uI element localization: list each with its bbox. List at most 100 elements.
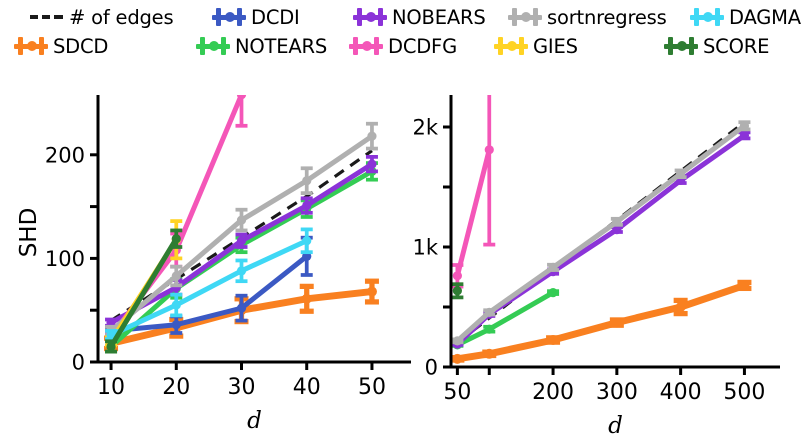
legend: # of edges DCDI NOBEARS sortnregress DAGMA SD… <box>0 0 806 64</box>
data-point-nobears <box>739 130 750 140</box>
data-point-dagma <box>302 236 312 246</box>
data-point-sortnregress <box>612 217 622 227</box>
legend-label: SDCD <box>53 34 109 58</box>
y-tick-label: 200 <box>45 143 85 167</box>
y-tick-label: 1k <box>412 236 438 260</box>
data-point-dagma <box>171 300 181 310</box>
legend-item-dcdi: DCDI <box>212 4 300 30</box>
series-line-dagma <box>108 238 310 338</box>
errorbar-marker-icon <box>196 35 230 57</box>
x-tick-label: 200 <box>532 380 574 405</box>
x-tick-label: 40 <box>293 375 321 400</box>
data-point-sdcd <box>548 335 559 345</box>
data-point-sortnregress <box>171 271 181 281</box>
data-point-dagma <box>106 330 116 340</box>
legend-label: sortnregress <box>547 5 667 29</box>
series-line-score <box>108 236 179 349</box>
legend-label: GIES <box>533 34 578 58</box>
errorbar-marker-icon <box>494 35 528 57</box>
data-point-sortnregress <box>367 131 377 141</box>
data-point-sdcd <box>452 353 463 364</box>
series-line-nobears <box>454 132 747 347</box>
x-tick-label: 10 <box>97 375 125 400</box>
legend-item-gies: GIES <box>494 33 578 59</box>
data-point-sortnregress <box>739 121 750 131</box>
data-point-sdcd <box>484 348 495 359</box>
data-point-nobears <box>367 159 377 169</box>
data-point-dcdfg <box>452 271 462 281</box>
legend-item-dcdfg: DCDFG <box>349 33 457 59</box>
legend-label: NOTEARS <box>235 34 328 58</box>
dashed-line-icon <box>30 6 64 28</box>
series-line-sortnregress <box>454 123 747 344</box>
x-tick-label: 30 <box>228 375 256 400</box>
legend-item-sortnregress: sortnregress <box>508 4 667 30</box>
x-tick-label: 400 <box>660 380 702 405</box>
x-tick-label: 300 <box>596 380 638 405</box>
series-line-dcdfg <box>454 147 492 279</box>
data-point-score <box>452 286 462 296</box>
data-point-score <box>171 234 181 244</box>
plot-area <box>450 95 752 364</box>
legend-item-notears: NOTEARS <box>196 33 327 59</box>
y-axis-title: SHD <box>16 208 42 258</box>
data-point-sortnregress <box>302 176 312 186</box>
x-tick-label: 50 <box>358 375 386 400</box>
errorbar-marker-icon <box>353 6 387 28</box>
legend-item-nobears: NOBEARS <box>353 4 486 30</box>
legend-label: NOBEARS <box>392 5 486 29</box>
y-tick-label: 0 <box>425 356 438 380</box>
legend-item-sdcd: SDCD <box>14 33 108 59</box>
data-point-sdcd <box>301 293 312 304</box>
x-axis-title: d <box>608 413 623 436</box>
data-point-sdcd <box>611 317 622 328</box>
errorbar-marker-icon <box>212 6 246 28</box>
x-tick-label: 50 <box>443 380 471 405</box>
data-point-score <box>106 341 116 352</box>
data-point-dcdfg <box>484 145 494 155</box>
data-point-sortnregress <box>676 169 686 179</box>
plot-area <box>104 95 379 354</box>
legend-label: DCDFG <box>388 34 457 58</box>
legend-label: SCORE <box>703 34 770 58</box>
errorbar-marker-icon <box>690 6 724 28</box>
data-point-sdcd <box>739 280 750 291</box>
y-tick-label: 0 <box>72 351 85 375</box>
data-point-dcdi <box>171 320 181 330</box>
data-point-sortnregress <box>548 262 558 272</box>
legend-item-dagma: DAGMA <box>690 4 801 30</box>
legend-label: DAGMA <box>729 5 801 29</box>
errorbar-marker-icon <box>508 6 542 28</box>
legend-label: DCDI <box>251 5 300 29</box>
data-point-notears <box>548 288 558 298</box>
legend-item-of-edges: # of edges <box>30 4 174 30</box>
x-tick-label: 20 <box>162 375 190 400</box>
x-tick-label: 500 <box>723 380 765 405</box>
data-point-sortnregress <box>484 307 494 317</box>
data-point-dcdi <box>236 303 247 313</box>
data-point-nobears <box>236 236 247 246</box>
data-point-dcdfg <box>236 95 247 100</box>
data-point-sdcd <box>366 286 377 297</box>
x-axis-title: d <box>247 408 262 434</box>
errorbar-marker-icon <box>664 35 698 57</box>
errorbar-marker-icon <box>14 35 48 57</box>
data-point-sortnregress <box>452 336 462 346</box>
axes: 0 100 200 10 20 30 40 50 d SHD <box>16 95 411 434</box>
data-point-notears <box>484 324 494 334</box>
data-point-nobears <box>612 225 622 235</box>
y-tick-label: 100 <box>45 247 85 271</box>
errorbar-marker-icon <box>349 35 383 57</box>
legend-label: # of edges <box>69 5 174 29</box>
data-point-sortnregress <box>236 215 247 225</box>
axes: 0 1k 2k 50 200 300 400 500 d <box>412 95 780 436</box>
data-point-nobears <box>302 200 312 211</box>
legend-item-score: SCORE <box>664 33 769 59</box>
series-line-dcdi <box>108 253 310 334</box>
data-point-dagma <box>236 266 247 276</box>
data-point-sdcd <box>675 302 686 312</box>
y-tick-label: 2k <box>412 116 438 140</box>
